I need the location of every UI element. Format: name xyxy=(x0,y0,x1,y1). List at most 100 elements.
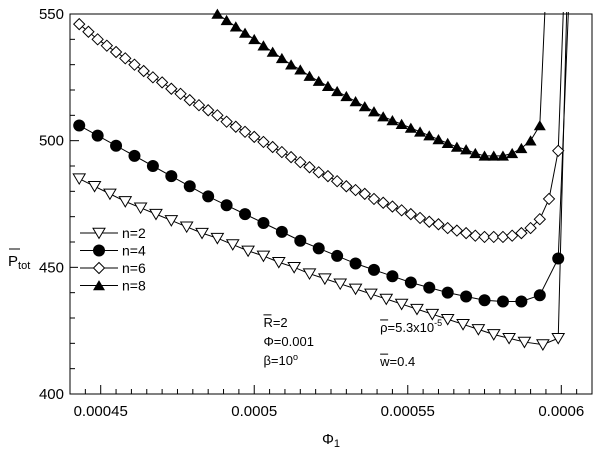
x-tick-label: 0.0005 xyxy=(231,403,277,420)
series-point xyxy=(524,135,537,146)
series-point xyxy=(201,104,215,117)
series-point xyxy=(441,286,454,299)
series-point xyxy=(414,126,427,137)
series-point xyxy=(542,192,556,206)
series-point xyxy=(487,150,500,161)
series-point xyxy=(165,82,178,95)
series-point xyxy=(241,245,255,258)
series-point xyxy=(285,59,298,70)
series-point xyxy=(220,115,233,128)
series-point xyxy=(515,142,528,154)
y-tick-labels: 400 450 500 550 xyxy=(39,6,64,403)
series-point xyxy=(294,155,307,169)
series-point xyxy=(302,268,317,281)
series-point xyxy=(404,207,418,221)
series-point xyxy=(367,192,381,206)
series-point xyxy=(146,160,159,172)
x-tick-labels: 0.00045 0.0005 0.00055 0.0006 xyxy=(74,403,585,420)
series-point xyxy=(248,33,261,45)
series-point xyxy=(87,180,102,193)
series-line-n=8 xyxy=(217,11,546,157)
series-point xyxy=(137,64,150,78)
series-point xyxy=(533,212,547,226)
series-point xyxy=(118,196,133,208)
x-axis-label-sub: 1 xyxy=(334,438,340,450)
series-point xyxy=(487,230,500,244)
series-point xyxy=(386,270,399,283)
series-point xyxy=(364,288,378,301)
y-tick-label: 500 xyxy=(39,133,64,150)
series-point xyxy=(229,120,243,133)
legend-bg xyxy=(78,226,164,296)
x-axis-label: Φ1 xyxy=(322,431,340,450)
series-point xyxy=(91,33,104,46)
annotation: ρ=5.3x10-5 xyxy=(380,318,442,335)
series-point xyxy=(340,180,353,193)
series-point xyxy=(349,183,362,197)
series-point xyxy=(348,283,363,296)
series-point xyxy=(72,173,87,186)
y-axis-label-main: P xyxy=(8,253,18,270)
legend-label: n=8 xyxy=(122,278,146,294)
series-point xyxy=(551,332,566,345)
series-point xyxy=(469,229,482,242)
series-point xyxy=(303,70,316,81)
series-point xyxy=(496,295,509,308)
series-point xyxy=(469,147,482,159)
series-point xyxy=(210,232,225,245)
series-point xyxy=(239,208,252,221)
series-point xyxy=(423,281,436,294)
legend-marker xyxy=(93,280,105,291)
series-point xyxy=(331,85,344,97)
series-point xyxy=(515,226,528,240)
annotation: R=2 xyxy=(263,315,287,330)
series-point xyxy=(146,71,160,84)
series-point xyxy=(367,106,380,117)
series-point xyxy=(321,80,334,91)
series-point xyxy=(358,101,371,112)
series-point xyxy=(239,27,252,38)
series-point xyxy=(275,225,288,238)
series-point xyxy=(524,221,537,235)
series-point xyxy=(91,129,104,142)
series-point xyxy=(376,196,390,209)
series-point xyxy=(155,76,169,89)
y-tick-label: 450 xyxy=(39,259,64,276)
series-point xyxy=(103,188,117,201)
series-point xyxy=(275,52,288,64)
series-point xyxy=(432,218,445,231)
series-point xyxy=(128,58,141,71)
series-point xyxy=(502,332,516,345)
legend-marker xyxy=(93,244,105,257)
series-line-n=6 xyxy=(78,11,564,238)
series-point xyxy=(174,87,187,101)
series-point xyxy=(257,135,270,149)
series-point xyxy=(432,134,445,145)
series-point xyxy=(317,273,332,286)
series-point xyxy=(164,215,179,227)
series-point xyxy=(358,187,371,201)
series-point xyxy=(195,227,209,240)
series-point xyxy=(100,39,114,52)
annotation: w=0.4 xyxy=(379,354,415,369)
x-tick-label: 0.00045 xyxy=(74,403,128,420)
x-axis-label-main: Φ xyxy=(322,431,334,448)
series-point xyxy=(333,278,348,291)
svg-text:Ptot: Ptot xyxy=(8,253,30,272)
series-point xyxy=(379,293,394,306)
series-point xyxy=(496,230,510,244)
series-point xyxy=(149,208,163,221)
series-point xyxy=(460,290,473,303)
series-point xyxy=(423,215,436,228)
series-point xyxy=(183,180,196,193)
series-point xyxy=(211,8,224,19)
series-point xyxy=(349,257,362,270)
series-point xyxy=(349,96,362,107)
series-point xyxy=(533,289,546,302)
x-tick-label: 0.0006 xyxy=(538,403,584,420)
series-point xyxy=(271,256,286,269)
series-line-n=4 xyxy=(78,11,569,303)
series-point xyxy=(340,90,353,102)
series-point xyxy=(220,14,233,26)
